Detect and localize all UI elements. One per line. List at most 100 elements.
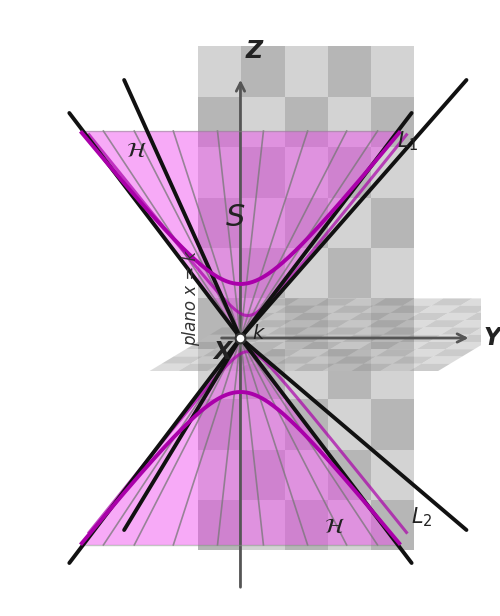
Polygon shape [234,313,275,320]
Text: $\mathcal{H}$: $\mathcal{H}$ [126,142,146,161]
Polygon shape [242,399,284,450]
Polygon shape [242,46,284,97]
Polygon shape [338,320,378,328]
Polygon shape [453,320,494,328]
Polygon shape [275,306,316,313]
Polygon shape [258,298,299,306]
Polygon shape [448,306,489,313]
Polygon shape [80,338,400,545]
Polygon shape [400,334,440,342]
Polygon shape [477,306,500,313]
Polygon shape [260,349,301,357]
Polygon shape [308,320,350,328]
Polygon shape [186,342,226,349]
Text: $\mathcal{H}$: $\mathcal{H}$ [324,517,344,537]
Polygon shape [294,363,335,371]
Polygon shape [256,334,296,342]
Polygon shape [380,363,422,371]
Polygon shape [284,399,328,450]
Polygon shape [198,46,242,97]
Polygon shape [198,399,242,450]
Text: $\mathit{S}$: $\mathit{S}$ [226,203,246,232]
Polygon shape [198,450,242,500]
Polygon shape [371,334,412,342]
Polygon shape [242,450,284,500]
Polygon shape [378,313,419,320]
Polygon shape [419,306,460,313]
Polygon shape [362,306,403,313]
Polygon shape [328,198,371,248]
Text: k: k [252,323,264,342]
Polygon shape [371,248,414,298]
Polygon shape [244,342,284,349]
Polygon shape [434,349,474,357]
Polygon shape [242,147,284,198]
Polygon shape [458,334,498,342]
Polygon shape [328,450,371,500]
Polygon shape [376,349,416,357]
Polygon shape [328,399,371,450]
Polygon shape [292,313,333,320]
Polygon shape [470,328,500,334]
Polygon shape [371,399,414,450]
Polygon shape [232,349,272,357]
Polygon shape [318,349,359,357]
Text: Y: Y [484,326,500,350]
Polygon shape [328,46,371,97]
Polygon shape [428,334,470,342]
Polygon shape [422,357,463,363]
Polygon shape [162,357,202,363]
Polygon shape [284,147,328,198]
Polygon shape [354,328,395,334]
Polygon shape [371,349,414,399]
Polygon shape [284,97,328,147]
Polygon shape [404,349,446,357]
Polygon shape [198,298,242,349]
Polygon shape [332,306,374,313]
Polygon shape [284,334,326,342]
Polygon shape [335,357,376,363]
Polygon shape [306,357,347,363]
Polygon shape [202,349,243,357]
Polygon shape [238,328,280,334]
Polygon shape [440,328,482,334]
Polygon shape [359,342,400,349]
Polygon shape [304,306,344,313]
Polygon shape [482,320,500,328]
Polygon shape [190,357,232,363]
Polygon shape [198,334,238,342]
Polygon shape [328,97,371,147]
Polygon shape [277,357,318,363]
Polygon shape [320,313,362,320]
Polygon shape [410,363,450,371]
Polygon shape [251,320,292,328]
Polygon shape [432,298,472,306]
Polygon shape [236,363,277,371]
Polygon shape [248,357,289,363]
Text: Z: Z [246,39,262,63]
Polygon shape [316,298,357,306]
Polygon shape [313,334,354,342]
Polygon shape [178,363,220,371]
Polygon shape [407,313,448,320]
Polygon shape [390,306,432,313]
Polygon shape [352,363,393,371]
Polygon shape [208,363,248,371]
Polygon shape [371,46,414,97]
Polygon shape [350,313,391,320]
Polygon shape [284,298,328,349]
Polygon shape [328,349,371,399]
Polygon shape [289,349,330,357]
Polygon shape [263,313,304,320]
Polygon shape [328,298,371,349]
Polygon shape [198,349,242,399]
Polygon shape [371,97,414,147]
Polygon shape [416,342,458,349]
Text: $L_2$: $L_2$ [411,505,432,529]
Polygon shape [150,363,190,371]
Polygon shape [242,500,284,551]
Polygon shape [272,342,313,349]
Polygon shape [268,328,308,334]
Polygon shape [246,306,287,313]
Polygon shape [446,342,486,349]
